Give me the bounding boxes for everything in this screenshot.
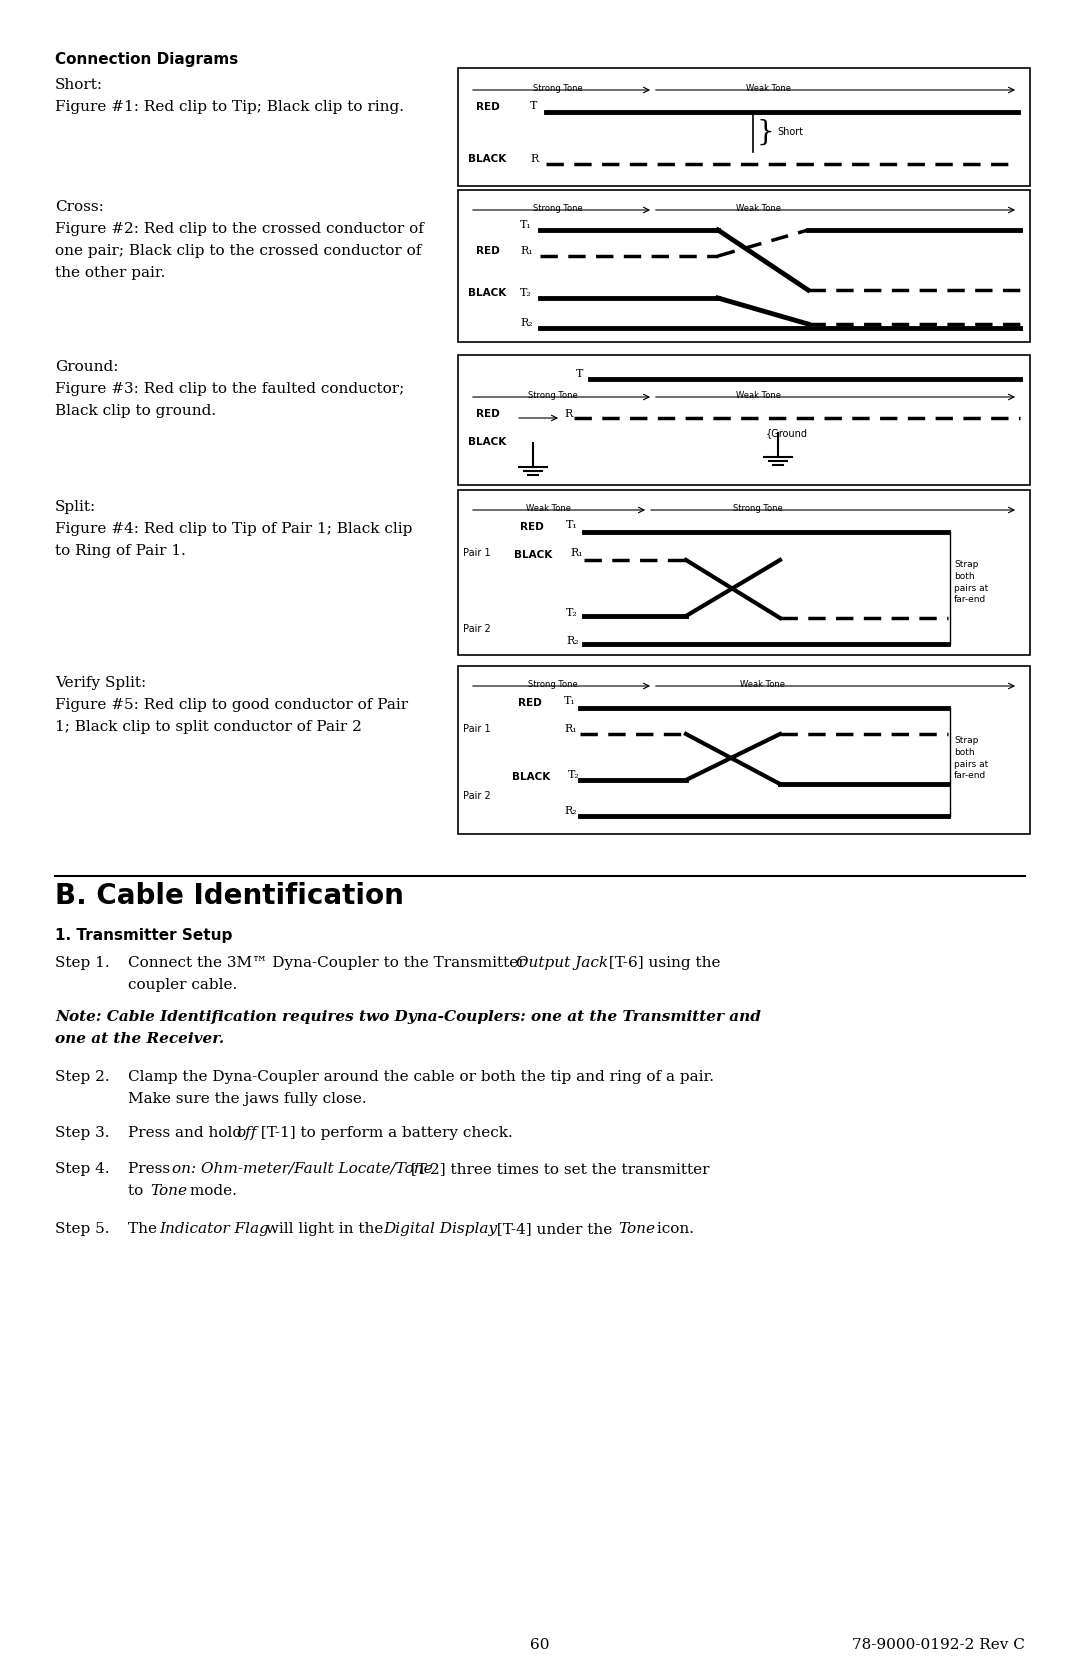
Text: Figure #4: Red clip to Tip of Pair 1; Black clip: Figure #4: Red clip to Tip of Pair 1; Bl… (55, 522, 413, 536)
Text: Step 3.: Step 3. (55, 1127, 109, 1140)
Text: T: T (530, 102, 538, 112)
Text: Short: Short (777, 127, 804, 137)
Text: BLACK: BLACK (512, 773, 550, 783)
Text: Figure #3: Red clip to the faulted conductor;: Figure #3: Red clip to the faulted condu… (55, 382, 404, 396)
Text: to: to (129, 1183, 148, 1198)
Text: Indicator Flag: Indicator Flag (159, 1222, 269, 1237)
Text: Note: Cable Identification requires two Dyna-Couplers: one at the Transmitter an: Note: Cable Identification requires two … (55, 1010, 761, 1025)
Text: 1; Black clip to split conductor of Pair 2: 1; Black clip to split conductor of Pair… (55, 719, 362, 734)
Text: R₂: R₂ (564, 806, 577, 816)
Text: Figure #2: Red clip to the crossed conductor of: Figure #2: Red clip to the crossed condu… (55, 222, 423, 235)
Text: Ground:: Ground: (55, 361, 119, 374)
Text: R₁: R₁ (564, 724, 577, 734)
Text: T₁: T₁ (566, 521, 578, 531)
Text: T₂: T₂ (568, 769, 580, 779)
Text: [T-6] using the: [T-6] using the (604, 956, 720, 970)
Text: on: Ohm-meter/Fault Locate/Tone: on: Ohm-meter/Fault Locate/Tone (172, 1162, 433, 1177)
Text: Figure #5: Red clip to good conductor of Pair: Figure #5: Red clip to good conductor of… (55, 698, 408, 713)
Text: [T-2] three times to set the transmitter: [T-2] three times to set the transmitter (406, 1162, 710, 1177)
Text: Pair 1: Pair 1 (463, 547, 490, 557)
Text: R: R (564, 409, 572, 419)
Text: Make sure the jaws fully close.: Make sure the jaws fully close. (129, 1092, 366, 1107)
Text: icon.: icon. (652, 1222, 694, 1237)
Text: Step 4.: Step 4. (55, 1162, 110, 1177)
Bar (458, 68, 1030, 185)
Text: T₁: T₁ (564, 696, 576, 706)
Text: Connection Diagrams: Connection Diagrams (55, 52, 239, 67)
Text: Clamp the Dyna-Coupler around the cable or both the tip and ring of a pair.: Clamp the Dyna-Coupler around the cable … (129, 1070, 714, 1083)
Bar (458, 666, 1030, 834)
Text: Strap
both
pairs at
far-end: Strap both pairs at far-end (954, 561, 988, 604)
Text: Pair 2: Pair 2 (463, 624, 490, 634)
Text: off: off (237, 1127, 256, 1140)
Text: Press and hold: Press and hold (129, 1127, 247, 1140)
Text: B. Cable Identification: B. Cable Identification (55, 881, 404, 910)
Text: R₂: R₂ (519, 319, 532, 329)
Text: Verify Split:: Verify Split: (55, 676, 146, 689)
Text: 60: 60 (530, 1637, 550, 1652)
Text: Pair 1: Pair 1 (463, 724, 490, 734)
Text: T₂: T₂ (566, 608, 578, 618)
Text: Strap
both
pairs at
far-end: Strap both pairs at far-end (954, 736, 988, 781)
Bar (458, 491, 1030, 654)
Bar (458, 355, 1030, 486)
Text: Strong Tone: Strong Tone (733, 504, 783, 512)
Text: Weak Tone: Weak Tone (735, 204, 781, 214)
Text: Strong Tone: Strong Tone (528, 391, 578, 401)
Text: Strong Tone: Strong Tone (534, 204, 583, 214)
Text: Cross:: Cross: (55, 200, 104, 214)
Text: Strong Tone: Strong Tone (528, 679, 578, 689)
Text: Output Jack: Output Jack (516, 956, 608, 970)
Text: RED: RED (476, 409, 500, 419)
Text: }: } (756, 118, 773, 145)
Text: R₁: R₁ (570, 547, 582, 557)
Text: BLACK: BLACK (468, 289, 507, 299)
Text: R₂: R₂ (566, 636, 579, 646)
Text: RED: RED (476, 245, 500, 255)
Text: BLACK: BLACK (514, 551, 552, 561)
Text: R: R (530, 154, 538, 164)
Text: The: The (129, 1222, 162, 1237)
Text: {Ground: {Ground (766, 427, 808, 437)
Text: T₁: T₁ (519, 220, 531, 230)
Text: coupler cable.: coupler cable. (129, 978, 238, 991)
Text: T₂: T₂ (519, 289, 531, 299)
Text: RED: RED (518, 698, 542, 708)
Text: BLACK: BLACK (468, 154, 507, 164)
Text: Step 2.: Step 2. (55, 1070, 110, 1083)
Text: Weak Tone: Weak Tone (735, 391, 781, 401)
Text: Tone: Tone (150, 1183, 187, 1198)
Text: R₁: R₁ (519, 245, 532, 255)
Text: mode.: mode. (185, 1183, 237, 1198)
Text: [T-1] to perform a battery check.: [T-1] to perform a battery check. (256, 1127, 513, 1140)
Text: the other pair.: the other pair. (55, 265, 165, 280)
Text: one at the Receiver.: one at the Receiver. (55, 1031, 225, 1046)
Text: Step 1.: Step 1. (55, 956, 110, 970)
Text: Figure #1: Red clip to Tip; Black clip to ring.: Figure #1: Red clip to Tip; Black clip t… (55, 100, 404, 113)
Text: T: T (576, 369, 583, 379)
Text: Weak Tone: Weak Tone (741, 679, 785, 689)
Text: Step 5.: Step 5. (55, 1222, 109, 1237)
Text: Short:: Short: (55, 78, 103, 92)
Text: 78-9000-0192-2 Rev C: 78-9000-0192-2 Rev C (852, 1637, 1025, 1652)
Text: RED: RED (519, 522, 543, 532)
Text: Black clip to ground.: Black clip to ground. (55, 404, 216, 417)
Text: one pair; Black clip to the crossed conductor of: one pair; Black clip to the crossed cond… (55, 244, 421, 259)
Text: Weak Tone: Weak Tone (745, 83, 791, 93)
Text: Connect the 3M™ Dyna-Coupler to the Transmitter: Connect the 3M™ Dyna-Coupler to the Tran… (129, 956, 530, 970)
Text: RED: RED (476, 102, 500, 112)
Text: [T-4] under the: [T-4] under the (492, 1222, 617, 1237)
Text: 1. Transmitter Setup: 1. Transmitter Setup (55, 928, 232, 943)
Text: Weak Tone: Weak Tone (526, 504, 570, 512)
Text: Strong Tone: Strong Tone (534, 83, 583, 93)
Text: Digital Display: Digital Display (383, 1222, 497, 1237)
Text: to Ring of Pair 1.: to Ring of Pair 1. (55, 544, 186, 557)
Text: will light in the: will light in the (261, 1222, 388, 1237)
Text: Pair 2: Pair 2 (463, 791, 490, 801)
Text: Tone: Tone (618, 1222, 654, 1237)
Text: Press: Press (129, 1162, 175, 1177)
Bar (458, 190, 1030, 342)
Text: Split:: Split: (55, 501, 96, 514)
Text: BLACK: BLACK (468, 437, 507, 447)
